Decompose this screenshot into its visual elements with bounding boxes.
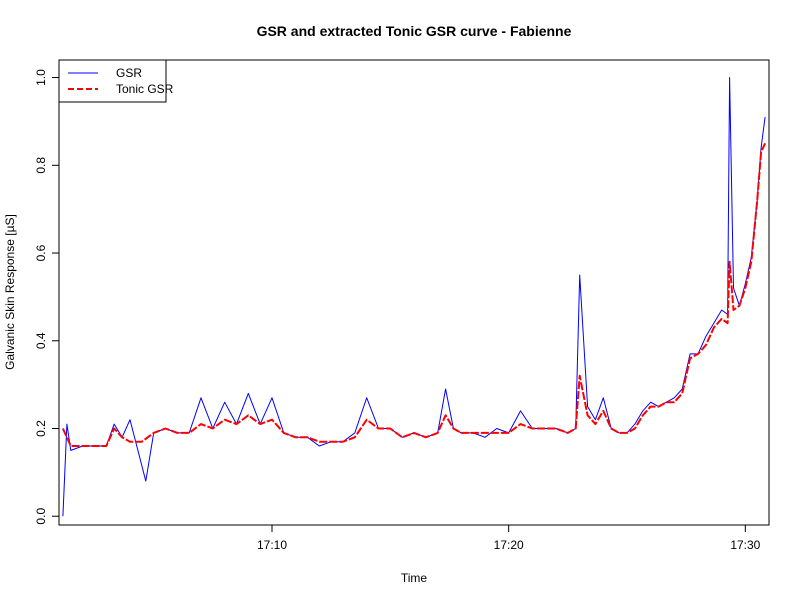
x-axis-label: Time	[401, 571, 428, 585]
legend: GSR Tonic GSR	[58, 59, 174, 103]
series-line-tonic-gsr	[61, 142, 767, 447]
legend-box	[58, 59, 167, 103]
series-layer	[61, 77, 767, 517]
x-tick-label: 17:20	[494, 538, 524, 552]
x-tick-label: 17:10	[257, 538, 287, 552]
y-tick-label: 0.2	[34, 420, 48, 437]
x-tick-label: 17:30	[730, 538, 760, 552]
y-tick-label: 0.4	[34, 332, 48, 349]
plot-frame	[58, 59, 770, 526]
legend-label-gsr: GSR	[116, 66, 142, 80]
chart-title: GSR and extracted Tonic GSR curve - Fabi…	[257, 23, 572, 39]
y-tick-label: 0.0	[34, 508, 48, 525]
y-axis: 0.0 0.2 0.4 0.6 0.8 1.0	[34, 69, 59, 525]
y-tick-label: 0.8	[34, 157, 48, 174]
y-axis-label: Galvanic Skin Response [µS]	[3, 214, 17, 370]
y-tick-label: 1.0	[34, 69, 48, 86]
y-tick-label: 0.6	[34, 244, 48, 261]
x-axis: 17:10 17:20 17:30	[257, 525, 761, 552]
legend-label-tonic-gsr: Tonic GSR	[116, 82, 174, 96]
